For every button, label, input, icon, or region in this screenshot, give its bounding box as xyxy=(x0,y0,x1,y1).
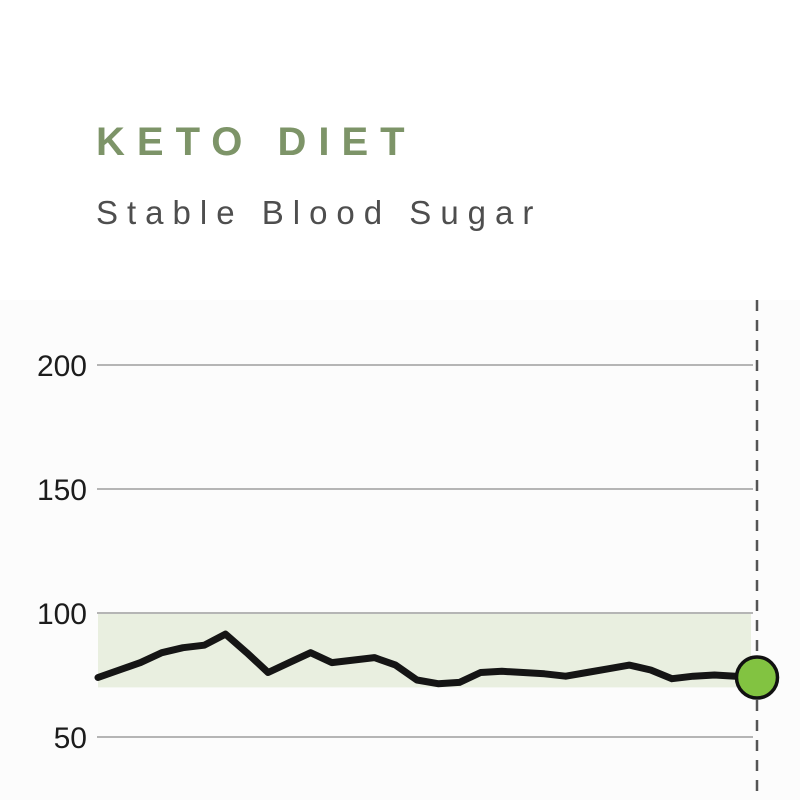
target-range-band xyxy=(98,613,751,688)
chart-header: KETO DIET Stable Blood Sugar xyxy=(96,122,542,229)
y-tick-150: 150 xyxy=(37,474,87,507)
chart-subtitle: Stable Blood Sugar xyxy=(96,194,543,231)
y-tick-100: 100 xyxy=(37,598,87,631)
chart-canvas: 200 150 100 50 xyxy=(37,300,780,800)
chart-title: KETO DIET xyxy=(96,120,417,164)
y-tick-200: 200 xyxy=(37,350,87,383)
y-tick-50: 50 xyxy=(54,722,87,755)
blood-sugar-chart: 200 150 100 50 xyxy=(0,300,800,800)
blood-sugar-line xyxy=(94,630,761,688)
current-value-marker xyxy=(734,655,780,700)
